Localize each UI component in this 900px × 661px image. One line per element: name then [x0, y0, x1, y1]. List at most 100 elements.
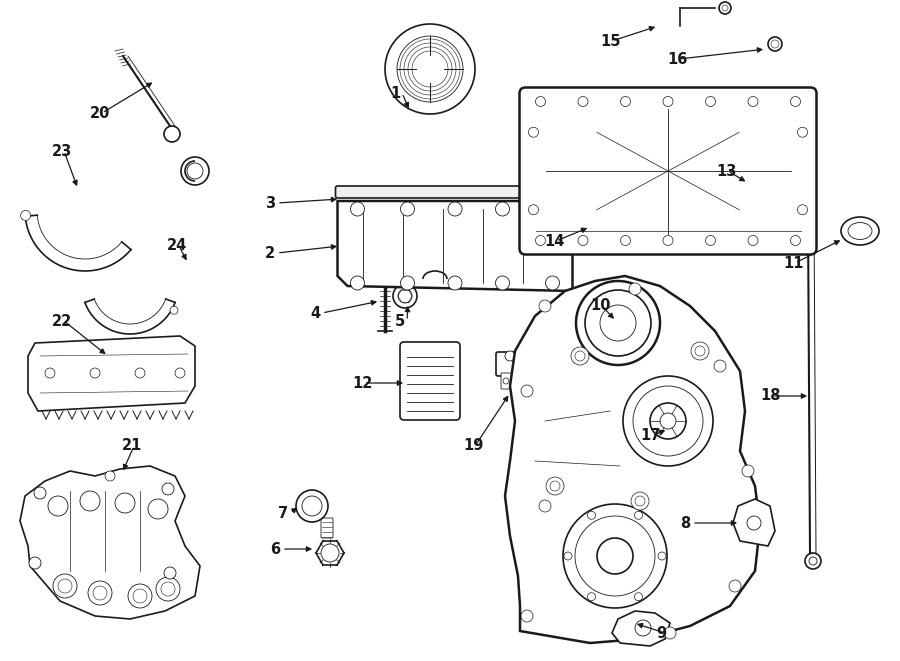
Circle shape: [600, 305, 636, 341]
Circle shape: [588, 593, 596, 601]
Text: 13: 13: [716, 163, 736, 178]
Circle shape: [400, 202, 415, 216]
Circle shape: [706, 235, 716, 245]
Circle shape: [576, 281, 660, 365]
Text: 17: 17: [640, 428, 661, 444]
Circle shape: [722, 5, 728, 11]
Circle shape: [771, 40, 779, 48]
Circle shape: [385, 24, 475, 114]
Circle shape: [521, 385, 533, 397]
Circle shape: [539, 300, 551, 312]
Circle shape: [564, 552, 572, 560]
Circle shape: [404, 43, 456, 95]
Circle shape: [175, 368, 185, 378]
Polygon shape: [612, 611, 670, 646]
Circle shape: [575, 351, 585, 361]
Circle shape: [635, 620, 651, 636]
Circle shape: [148, 499, 168, 519]
Circle shape: [545, 202, 560, 216]
Circle shape: [133, 589, 147, 603]
Text: 21: 21: [122, 438, 142, 453]
Circle shape: [161, 582, 175, 596]
Text: 19: 19: [463, 438, 483, 453]
FancyBboxPatch shape: [336, 186, 574, 198]
Circle shape: [747, 516, 761, 530]
Circle shape: [115, 493, 135, 513]
Circle shape: [663, 235, 673, 245]
Circle shape: [797, 128, 807, 137]
Circle shape: [714, 360, 726, 372]
Circle shape: [742, 465, 754, 477]
Circle shape: [546, 477, 564, 495]
Circle shape: [181, 157, 209, 185]
Circle shape: [93, 586, 107, 600]
Circle shape: [809, 557, 817, 565]
Text: 10: 10: [590, 299, 610, 313]
Circle shape: [631, 492, 649, 510]
Text: 5: 5: [395, 313, 405, 329]
Circle shape: [162, 483, 174, 495]
Polygon shape: [733, 499, 775, 546]
Circle shape: [719, 2, 731, 14]
Circle shape: [539, 500, 551, 512]
Circle shape: [635, 496, 645, 506]
Circle shape: [45, 368, 55, 378]
Circle shape: [156, 577, 180, 601]
Circle shape: [128, 584, 152, 608]
Circle shape: [550, 481, 560, 491]
Circle shape: [21, 210, 31, 220]
Circle shape: [58, 579, 72, 593]
Circle shape: [505, 351, 515, 361]
Circle shape: [634, 593, 643, 601]
Circle shape: [706, 97, 716, 106]
Polygon shape: [338, 201, 572, 291]
Polygon shape: [505, 276, 760, 643]
Circle shape: [634, 512, 643, 520]
Circle shape: [397, 36, 463, 102]
Circle shape: [691, 342, 709, 360]
Ellipse shape: [841, 217, 879, 245]
Circle shape: [528, 205, 538, 215]
Circle shape: [578, 97, 588, 106]
Text: 16: 16: [667, 52, 688, 67]
Text: 4: 4: [310, 305, 320, 321]
Circle shape: [536, 97, 545, 106]
Circle shape: [448, 202, 462, 216]
Text: 8: 8: [680, 516, 690, 531]
Text: 20: 20: [90, 106, 111, 120]
Text: 15: 15: [600, 34, 620, 48]
Circle shape: [629, 283, 641, 295]
Circle shape: [105, 471, 115, 481]
Text: 18: 18: [760, 389, 780, 403]
FancyBboxPatch shape: [501, 373, 519, 389]
Circle shape: [790, 235, 800, 245]
Circle shape: [805, 553, 821, 569]
Circle shape: [416, 55, 444, 83]
Text: 7: 7: [278, 506, 288, 520]
Circle shape: [511, 378, 517, 384]
Circle shape: [448, 276, 462, 290]
Circle shape: [597, 538, 633, 574]
Circle shape: [658, 552, 666, 560]
Circle shape: [664, 627, 676, 639]
Text: 9: 9: [656, 627, 666, 641]
Circle shape: [571, 347, 589, 365]
Circle shape: [663, 97, 673, 106]
Circle shape: [164, 567, 176, 579]
FancyBboxPatch shape: [519, 87, 816, 254]
Circle shape: [170, 306, 178, 314]
Circle shape: [496, 202, 509, 216]
Circle shape: [187, 163, 203, 179]
Ellipse shape: [848, 223, 872, 239]
Circle shape: [90, 368, 100, 378]
Circle shape: [578, 235, 588, 245]
Circle shape: [88, 581, 112, 605]
Text: 1: 1: [390, 85, 400, 100]
Circle shape: [563, 504, 667, 608]
Circle shape: [350, 276, 365, 290]
Circle shape: [53, 574, 77, 598]
Circle shape: [412, 51, 448, 87]
Circle shape: [528, 128, 538, 137]
Text: 3: 3: [265, 196, 275, 210]
Circle shape: [620, 97, 631, 106]
